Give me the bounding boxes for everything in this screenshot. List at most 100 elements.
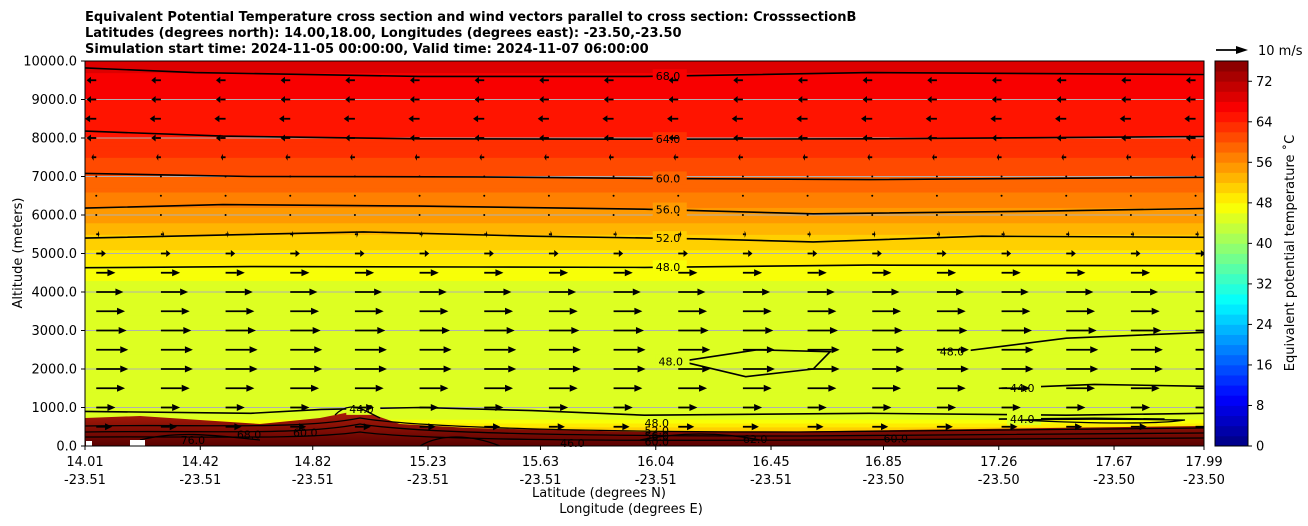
wind-vector-arrowhead-icon	[1185, 96, 1191, 103]
wind-vector-arrowhead-icon	[236, 404, 245, 411]
colorbar-label: Equivalent potential temperature ˚C	[1282, 135, 1298, 371]
colorbar-segment	[1215, 324, 1248, 335]
wind-vector-arrowhead-icon	[473, 115, 479, 123]
x-tick-label-longitude: -23.50	[1093, 473, 1135, 488]
theta-e-band	[85, 114, 1204, 120]
wind-vector-arrowhead-icon	[172, 269, 181, 277]
wind-vector-arrowhead-icon	[960, 346, 969, 354]
wind-vector-arrowhead-icon	[311, 384, 320, 392]
colorbar-tick-label: 24	[1256, 318, 1273, 333]
wind-vector-arrowhead-icon	[733, 76, 738, 84]
wind-vector-dot	[483, 214, 486, 216]
x-tick-label-latitude: 15.23	[409, 455, 446, 470]
wind-vector-arrowhead-icon	[486, 230, 488, 238]
wind-vector-arrowhead-icon	[1154, 365, 1163, 373]
wind-vector-arrowhead-icon	[766, 346, 775, 354]
theta-e-band	[85, 164, 1204, 170]
theta-e-band	[85, 218, 1204, 224]
wind-vector-dot	[1065, 214, 1068, 216]
wind-vector-dot	[935, 175, 938, 178]
wind-vector-arrowhead-icon	[883, 269, 892, 277]
wind-vector-dot	[741, 214, 744, 216]
wind-vector-arrowhead-icon	[474, 96, 479, 103]
wind-vector-arrowhead-icon	[279, 115, 285, 123]
wind-vector-arrowhead-icon	[363, 423, 371, 431]
y-tick-label: 5000.0	[32, 247, 78, 262]
theta-e-band	[85, 372, 1204, 378]
y-tick-label: 4000.0	[32, 286, 78, 301]
wind-vector-arrowhead-icon	[1071, 250, 1076, 257]
wind-vector-arrowhead-icon	[802, 153, 805, 161]
wind-vector-arrowhead-icon	[246, 384, 255, 392]
wind-vector-arrowhead-icon	[474, 134, 479, 142]
wind-vector-arrowhead-icon	[816, 423, 824, 431]
wind-vector-arrowhead-icon	[1139, 423, 1147, 431]
wind-vector-arrowhead-icon	[731, 115, 737, 123]
colorbar-segment	[1215, 425, 1248, 437]
wind-vector-dot	[547, 175, 550, 178]
theta-e-band	[85, 407, 1204, 412]
wind-vector-arrowhead-icon	[1132, 230, 1135, 238]
colorbar-segment	[1215, 131, 1248, 143]
theta-e-band	[85, 307, 1204, 312]
theta-e-band	[85, 349, 1204, 355]
wind-vector-arrowhead-icon	[249, 346, 258, 354]
wind-vector-arrowhead-icon	[751, 423, 759, 431]
surface-contour-label: 52.0	[645, 425, 670, 438]
x-tick-label-latitude: 17.99	[1185, 455, 1222, 470]
wind-vector-dot	[1129, 214, 1132, 216]
theta-e-band	[85, 134, 1204, 139]
theta-e-band	[85, 107, 1204, 112]
wind-vector-arrowhead-icon	[215, 96, 221, 103]
wind-vector-arrowhead-icon	[183, 327, 192, 334]
wind-vector-arrowhead-icon	[754, 269, 763, 277]
wind-vector-arrowhead-icon	[1010, 423, 1018, 431]
wind-vector-arrowhead-icon	[828, 307, 837, 315]
wind-vector-arrowhead-icon	[1154, 346, 1163, 354]
wind-vector-arrowhead-icon	[1056, 76, 1061, 84]
theta-e-band	[85, 222, 1204, 228]
y-tick-label: 0.0	[56, 440, 77, 455]
wind-vector-arrowhead-icon	[569, 384, 578, 392]
wind-vector-arrowhead-icon	[667, 115, 673, 123]
title-line-2: Latitudes (degrees north): 14.00,18.00, …	[85, 26, 682, 41]
theta-e-band	[85, 268, 1204, 274]
wind-vector-dot	[677, 214, 680, 216]
x-tick-label-longitude: -23.51	[64, 473, 106, 488]
theta-e-band	[85, 64, 1204, 70]
wind-vector-arrowhead-icon	[572, 346, 581, 354]
wind-vector-dot	[353, 175, 356, 178]
theta-e-band	[85, 80, 1204, 85]
colorbar-segment	[1215, 212, 1248, 224]
wind-vector-arrowhead-icon	[637, 346, 646, 354]
colorbar-segment	[1215, 243, 1248, 254]
wind-vector-arrowhead-icon	[927, 96, 932, 103]
wind-vector-arrowhead-icon	[117, 307, 126, 315]
wind-vector-arrowhead-icon	[1185, 134, 1191, 142]
x-tick-label-latitude: 14.01	[66, 455, 103, 470]
wind-vector-arrowhead-icon	[430, 404, 439, 411]
surface-contour-label: 68.0	[237, 428, 262, 441]
wind-vector-arrowhead-icon	[738, 153, 741, 161]
y-tick-label: 8000.0	[32, 132, 78, 147]
contour-label-bg	[652, 260, 687, 274]
wind-vector-arrowhead-icon	[602, 115, 608, 123]
wind-vector-arrowhead-icon	[343, 115, 349, 123]
wind-vector-arrowhead-icon	[942, 250, 947, 257]
wind-vector-arrowhead-icon	[569, 307, 578, 315]
wind-vector-arrowhead-icon	[280, 96, 285, 103]
wind-vector-arrowhead-icon	[796, 115, 802, 123]
wind-vector-arrowhead-icon	[440, 384, 449, 392]
contour-label: 64.0	[656, 133, 681, 146]
theta-e-band	[85, 230, 1204, 235]
wind-vector-arrowhead-icon	[1119, 115, 1125, 123]
chart-title: Equivalent Potential Temperature cross s…	[85, 10, 856, 57]
wind-vector-arrowhead-icon	[86, 134, 91, 142]
wind-vector-arrowhead-icon	[1023, 327, 1032, 334]
wind-vector-dot	[1129, 194, 1132, 197]
wind-vector-arrowhead-icon	[697, 288, 706, 296]
wind-vector-arrowhead-icon	[603, 96, 609, 103]
surface-contour-label: 62.0	[743, 433, 768, 446]
x-tick-label-latitude: 14.82	[294, 455, 331, 470]
wind-vector-arrowhead-icon	[689, 269, 698, 277]
